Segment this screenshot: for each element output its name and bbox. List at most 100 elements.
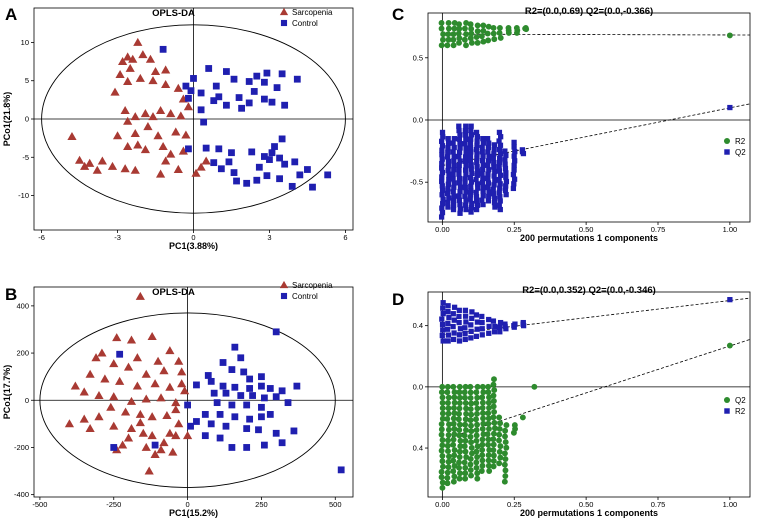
data-point — [520, 319, 526, 326]
data-point — [228, 401, 236, 409]
data-point — [479, 313, 485, 320]
data-point — [177, 367, 187, 376]
data-point — [120, 164, 130, 173]
data-point — [490, 155, 496, 161]
data-point — [445, 204, 451, 210]
data-point — [456, 383, 463, 390]
data-point — [491, 329, 498, 335]
data-point — [161, 65, 171, 74]
data-point — [92, 165, 102, 174]
data-point — [456, 175, 463, 182]
data-point — [197, 89, 205, 97]
data-point — [243, 425, 251, 432]
data-point — [462, 167, 469, 173]
data-point — [503, 174, 509, 180]
data-point — [485, 415, 492, 422]
data-point — [469, 315, 475, 322]
plot-frame — [33, 286, 354, 498]
data-point — [451, 184, 457, 191]
data-point — [263, 172, 271, 180]
data-point — [486, 330, 492, 336]
data-point — [180, 386, 190, 395]
data-point — [468, 39, 475, 46]
data-point — [479, 452, 486, 459]
data-point — [228, 366, 236, 373]
data-point — [438, 42, 445, 49]
y-tick-label: 5 — [25, 76, 29, 85]
data-point — [165, 428, 175, 437]
data-point — [457, 132, 463, 138]
data-point — [490, 430, 497, 437]
data-point — [491, 142, 498, 148]
data-point — [490, 191, 497, 197]
data-point — [468, 439, 475, 446]
data-point — [94, 412, 104, 421]
data-point — [510, 171, 517, 178]
data-point — [148, 76, 158, 85]
data-point — [223, 68, 230, 75]
data-point — [467, 153, 474, 159]
data-point — [293, 382, 301, 390]
data-point — [212, 82, 220, 90]
legend-marker — [279, 280, 289, 289]
data-point — [456, 167, 462, 173]
data-point — [496, 202, 502, 208]
data-point — [64, 419, 75, 428]
data-point — [467, 140, 474, 147]
data-point — [468, 428, 475, 435]
data-point — [473, 333, 480, 340]
data-point — [522, 24, 529, 31]
data-point — [502, 456, 509, 463]
data-point — [496, 176, 502, 183]
data-point — [491, 146, 497, 152]
data-point — [463, 123, 469, 129]
data-point — [445, 426, 452, 433]
data-point — [439, 437, 446, 443]
y-tick-label: 0.5 — [413, 53, 423, 62]
data-point — [490, 458, 497, 464]
data-point — [201, 156, 211, 165]
data-point — [450, 468, 457, 475]
data-point — [107, 161, 118, 170]
data-point — [97, 348, 107, 357]
y-tick-label: 0 — [25, 115, 29, 124]
data-point — [440, 196, 446, 202]
data-point — [468, 328, 474, 335]
data-point — [502, 433, 508, 440]
data-point — [177, 379, 187, 388]
data-point — [130, 165, 140, 174]
data-point — [463, 149, 469, 156]
data-point — [468, 25, 475, 32]
series-r2 — [439, 297, 733, 344]
data-point — [456, 332, 463, 338]
data-point — [130, 128, 140, 137]
data-point — [276, 154, 283, 162]
data-point — [451, 180, 457, 186]
data-point — [456, 21, 462, 28]
data-point — [438, 20, 445, 26]
data-point — [457, 188, 463, 195]
data-point — [439, 452, 446, 459]
data-point — [166, 149, 176, 158]
data-point — [445, 186, 451, 192]
data-point — [191, 168, 201, 177]
data-point — [468, 166, 474, 172]
data-point — [474, 172, 480, 178]
data-point — [176, 111, 186, 120]
data-point — [480, 420, 487, 427]
x-axis-label: 200 permutations 1 components — [520, 508, 658, 518]
data-point — [451, 136, 457, 142]
data-point — [463, 145, 469, 151]
data-point — [70, 381, 80, 390]
data-point — [171, 431, 181, 440]
data-point — [132, 381, 142, 390]
data-point — [467, 394, 474, 401]
data-point — [439, 394, 446, 401]
data-point — [502, 439, 509, 446]
x-tick-label: 1.00 — [723, 500, 738, 509]
data-point — [278, 387, 286, 395]
data-point — [238, 104, 246, 112]
data-point — [110, 87, 120, 96]
data-point — [126, 423, 137, 433]
data-point — [168, 447, 178, 456]
